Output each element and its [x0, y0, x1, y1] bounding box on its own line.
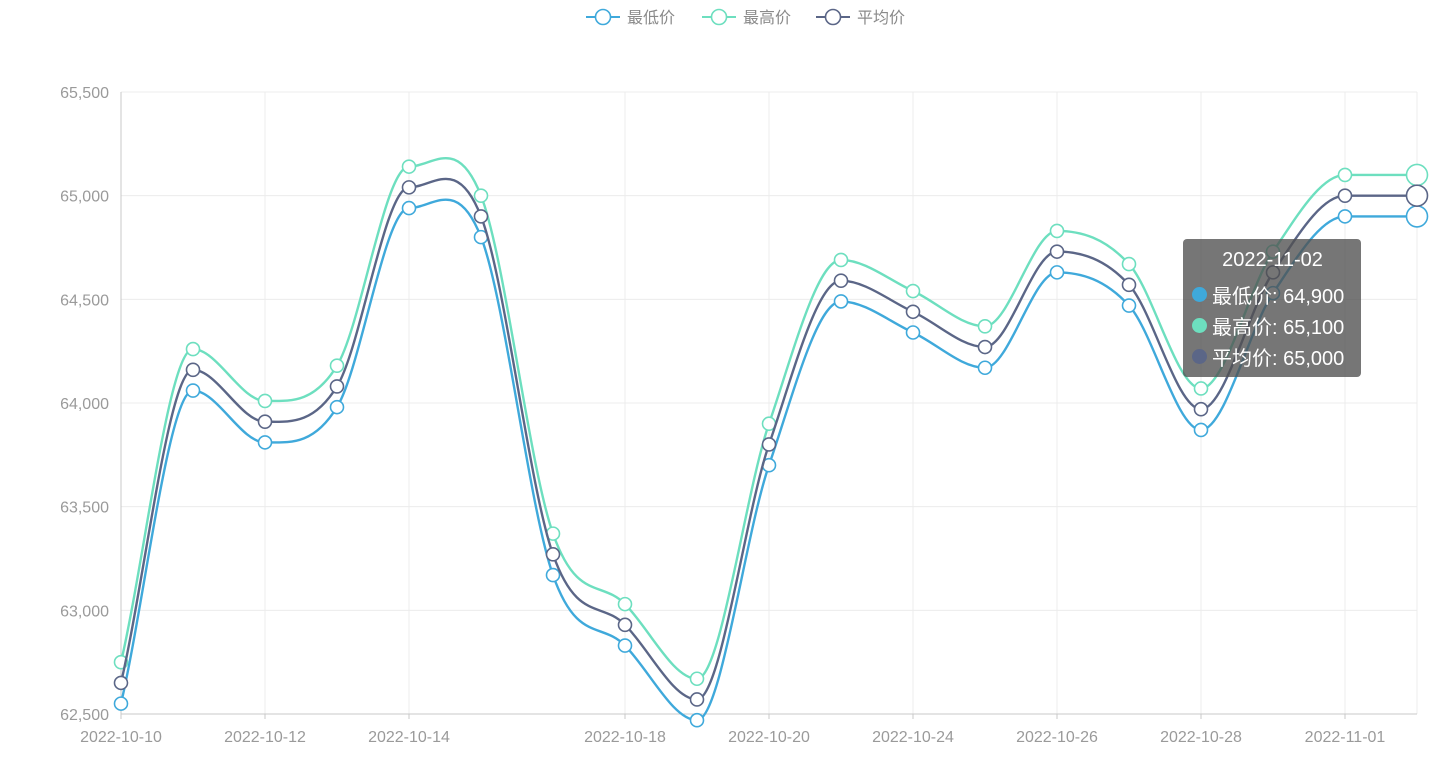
data-point [401, 200, 417, 216]
data-point [1337, 209, 1353, 224]
y-tick-label: 62,500 [60, 707, 109, 724]
data-point [401, 180, 417, 195]
y-axis-labels: 62,500 63,000 63,500 64,000 64,500 65,000 65,5… [60, 85, 109, 724]
legend-label: 最高价 [743, 9, 791, 27]
legend-item-low[interactable]: 最低价 [586, 8, 675, 27]
data-point [257, 393, 273, 409]
data-point [257, 435, 273, 450]
data-point [617, 596, 633, 612]
legend-marker [594, 8, 612, 26]
data-point [185, 341, 201, 357]
data-point [833, 294, 849, 309]
data-point [905, 283, 921, 299]
data-point [977, 360, 993, 376]
x-tick-label: 2022-10-28 [1160, 729, 1242, 746]
data-point [1405, 205, 1429, 228]
data-point [689, 671, 705, 687]
tooltip-row-high: 最高价: 65,100 [1192, 310, 1353, 341]
legend-label: 最低价 [627, 9, 675, 27]
x-tick-label: 2022-10-12 [224, 729, 306, 746]
y-tick-label: 64,000 [60, 396, 109, 413]
data-point [833, 252, 849, 268]
tooltip-dot-avg [1192, 349, 1207, 364]
tooltip-title: 2022-11-02 [1222, 249, 1323, 271]
data-point [545, 547, 561, 562]
data-point [401, 159, 417, 174]
x-axis-labels: 2022-10-10 2022-10-12 2022-10-14 2022-10-18… [80, 729, 1385, 746]
tooltip-value-low: 最低价: 64,900 [1212, 286, 1345, 308]
data-point [329, 358, 345, 373]
data-point [617, 638, 633, 653]
data-point [113, 696, 129, 711]
y-tick-label: 65,500 [60, 85, 109, 102]
x-tick-label: 2022-10-14 [368, 729, 450, 746]
data-point [905, 325, 921, 340]
data-point [545, 567, 561, 583]
tooltip-value-high: 最高价: 65,100 [1212, 317, 1345, 339]
data-point [1193, 422, 1209, 438]
data-point [1337, 188, 1353, 203]
data-point [761, 437, 777, 452]
x-tick-label: 2022-10-10 [80, 729, 162, 746]
data-point [977, 339, 993, 355]
axes [120, 92, 1417, 719]
tooltip: 2022-11-02 最低价: 64,900 最高价: 65,100 平均价: … [1183, 239, 1361, 377]
legend-item-high[interactable]: 最高价 [702, 8, 791, 27]
data-point [1049, 265, 1065, 280]
data-point [185, 362, 201, 378]
data-point [473, 188, 489, 203]
x-tick-label: 2022-10-18 [584, 729, 666, 746]
data-point [1121, 256, 1137, 272]
data-point [617, 617, 633, 633]
tooltip-dot-low [1192, 287, 1207, 302]
data-point [689, 712, 705, 728]
legend-marker [710, 8, 728, 26]
y-tick-label: 64,500 [60, 292, 109, 309]
data-point [1049, 244, 1065, 259]
data-point [905, 304, 921, 320]
data-point [1193, 401, 1209, 417]
tooltip-dot-high [1192, 318, 1207, 333]
data-point [329, 399, 345, 415]
grid-lines [120, 91, 1418, 715]
x-tick-label: 2022-10-26 [1016, 729, 1098, 746]
data-point [185, 383, 201, 398]
legend[interactable]: 最低价 最高价 平均价 [586, 8, 905, 27]
data-point [1405, 184, 1429, 207]
x-tick-label: 2022-10-24 [872, 729, 954, 746]
data-point [689, 692, 705, 707]
data-point [113, 675, 129, 691]
legend-marker [824, 8, 842, 26]
data-point [1193, 381, 1209, 396]
data-point [1121, 298, 1137, 313]
data-point [1337, 167, 1353, 183]
tooltip-row-low: 最低价: 64,900 [1192, 279, 1353, 310]
y-tick-label: 65,000 [60, 189, 109, 206]
data-point [1121, 277, 1137, 293]
x-tick-label: 2022-10-20 [728, 729, 810, 746]
tooltip-value-avg: 平均价: 65,000 [1212, 348, 1345, 370]
data-point [329, 379, 345, 394]
y-tick-label: 63,000 [60, 603, 109, 620]
data-point [977, 318, 993, 334]
data-point [473, 209, 489, 224]
legend-label: 平均价 [857, 9, 905, 27]
legend-item-avg[interactable]: 平均价 [816, 8, 905, 27]
y-tick-label: 63,500 [60, 500, 109, 517]
x-tick-label: 2022-11-01 [1305, 729, 1386, 746]
data-point [1405, 163, 1429, 187]
data-point [1049, 223, 1065, 239]
tooltip-row-avg: 平均价: 65,000 [1192, 341, 1353, 372]
data-point [257, 414, 273, 429]
data-point [833, 273, 849, 288]
